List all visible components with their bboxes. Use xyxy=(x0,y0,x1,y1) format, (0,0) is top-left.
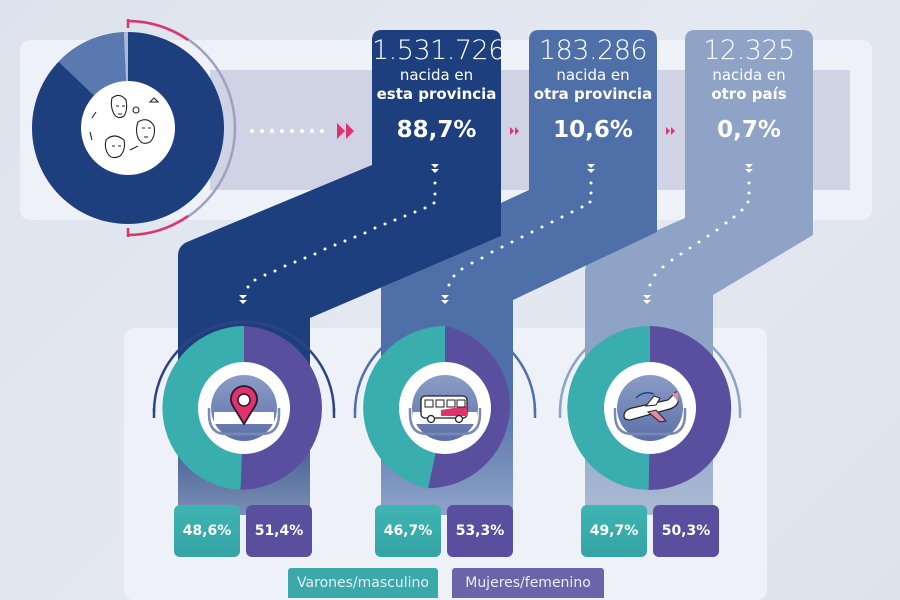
double-chevron-icon xyxy=(510,127,519,135)
legend-male: Varones/masculino xyxy=(288,568,438,598)
bus-icon xyxy=(420,395,468,424)
legend-female: Mujeres/femenino xyxy=(452,568,604,598)
double-chevron-icon xyxy=(666,127,675,135)
card-label-bold: otra provincia xyxy=(533,85,653,103)
count-value: 12.325 xyxy=(703,35,795,66)
dotted-path-1 xyxy=(246,181,437,289)
card-otro-pais: 12.325 nacida en otro país 0,7% xyxy=(685,36,813,144)
total-population-donut xyxy=(32,32,224,224)
card-label: nacida en xyxy=(556,66,630,84)
percentage-value: 88,7% xyxy=(396,117,477,143)
location-pin-icon xyxy=(230,385,258,426)
card-label: nacida en xyxy=(712,66,786,84)
flow-arrow-1 xyxy=(249,128,325,134)
percentage-value: 10,6% xyxy=(553,117,633,143)
male-percentage-otro-pais: 49,7% xyxy=(581,505,647,557)
female-percentage-otro-pais: 50,3% xyxy=(653,505,719,557)
double-chevron-icon xyxy=(337,123,354,139)
gender-donut-otro-pais xyxy=(558,320,742,491)
count-value: 1.531.726 xyxy=(372,35,505,66)
down-chevron-icon xyxy=(431,164,753,173)
card-label-bold: otro país xyxy=(711,85,787,103)
female-percentage-esta-provincia: 51,4% xyxy=(246,505,312,557)
dotted-path-2 xyxy=(447,181,593,287)
gender-donut-otra-provincia xyxy=(353,320,537,489)
female-percentage-otra-provincia: 53,3% xyxy=(447,505,513,557)
count-value: 183.286 xyxy=(538,35,648,66)
airplane-icon xyxy=(623,390,679,423)
down-chevron-icon xyxy=(239,295,651,304)
dotted-path-3 xyxy=(648,181,751,287)
main-donut-bracket xyxy=(126,19,237,237)
percentage-value: 0,7% xyxy=(717,117,781,143)
card-esta-provincia: 1.531.726 nacida en esta provincia 88,7% xyxy=(372,35,505,144)
card-label-bold: esta provincia xyxy=(376,85,497,103)
male-percentage-otra-provincia: 46,7% xyxy=(375,505,441,557)
male-percentage-esta-provincia: 48,6% xyxy=(174,505,240,557)
gender-donut-esta-provincia xyxy=(152,320,336,490)
card-label: nacida en xyxy=(399,66,474,84)
people-faces-icon xyxy=(89,94,160,159)
card-otra-provincia: 183.286 nacida en otra provincia 10,6% xyxy=(529,36,657,144)
